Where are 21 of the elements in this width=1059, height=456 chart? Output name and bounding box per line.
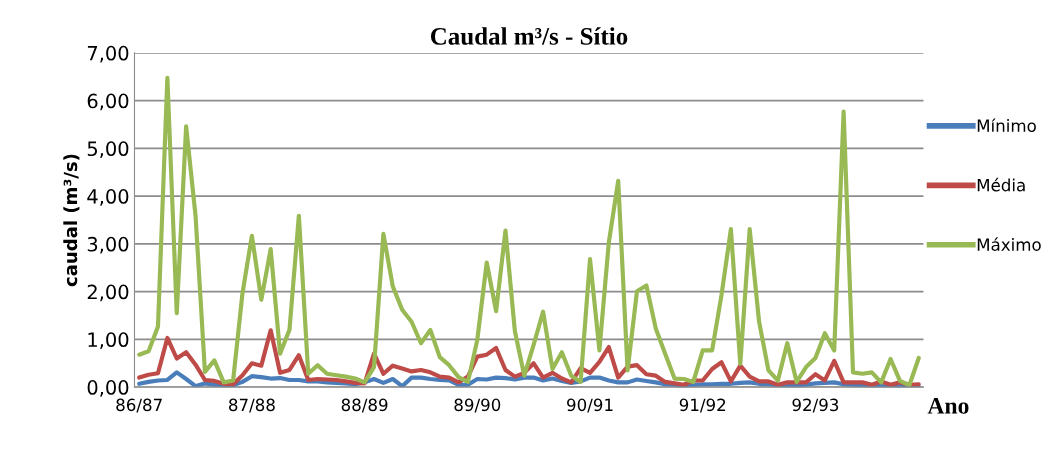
y-tick-label: 2,00 bbox=[87, 284, 129, 302]
x-tick-label: 91/92 bbox=[679, 398, 726, 413]
legend-label: Máximo bbox=[977, 237, 1041, 251]
x-tick-label: 87/88 bbox=[229, 398, 275, 413]
y-tick-label: 1,00 bbox=[88, 332, 129, 350]
y-axis-title: caudal (m³/s) bbox=[63, 154, 80, 287]
x-tick-label: 88/89 bbox=[341, 398, 388, 413]
y-tick-label: 5,00 bbox=[87, 141, 129, 159]
chart-title: Caudal m³/s - Sítio bbox=[430, 27, 628, 45]
y-tick-label: 0,00 bbox=[87, 380, 129, 397]
x-tick-label: 90/91 bbox=[567, 398, 613, 413]
y-tick-label: 6,00 bbox=[87, 93, 129, 111]
legend-label: Média bbox=[977, 177, 1025, 192]
y-tick-label: 7,00 bbox=[87, 45, 129, 63]
y-tick-label: 3,00 bbox=[87, 236, 129, 254]
x-tick-label: 92/93 bbox=[792, 398, 839, 413]
x-tick-label: 89/90 bbox=[454, 398, 501, 413]
legend-label: Mínimo bbox=[977, 118, 1036, 132]
x-tick-label: 86/87 bbox=[116, 398, 162, 413]
x-axis-title: Ano bbox=[927, 397, 969, 414]
y-tick-label: 4,00 bbox=[87, 189, 129, 206]
